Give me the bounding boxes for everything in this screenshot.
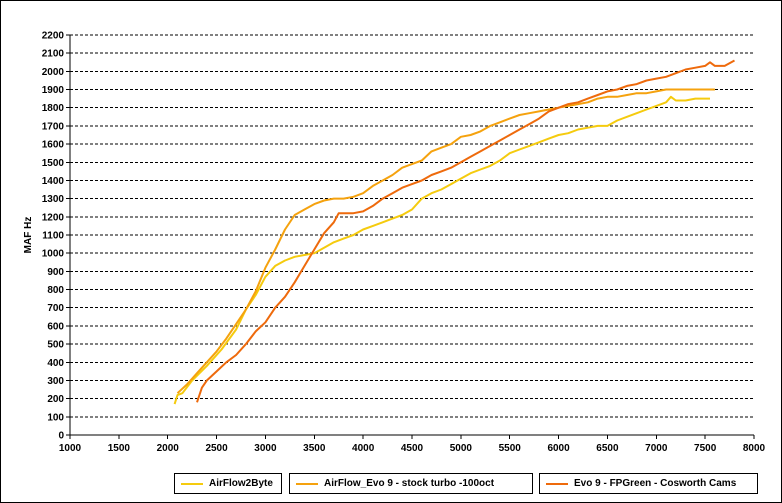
- y-tick-label: 600: [47, 321, 64, 332]
- x-tick-label: 4500: [401, 443, 424, 454]
- y-tick-label: 1500: [42, 158, 65, 169]
- x-tick-label: 4000: [352, 443, 375, 454]
- x-tick-labels: 1000 1500 2000 2500 3000 3500 4000 4500 5000 5500…: [59, 443, 766, 454]
- y-tick-label: 700: [47, 303, 64, 314]
- x-tick-label: 1000: [59, 443, 82, 454]
- x-tick-label: 7000: [645, 443, 668, 454]
- y-tick-label: 2200: [42, 31, 65, 42]
- y-tick-label: 300: [47, 376, 64, 387]
- series-line-2: [176, 88, 715, 394]
- y-tick-label: 1100: [42, 231, 64, 242]
- x-tick-label: 3000: [254, 443, 277, 454]
- y-tick-label: 1800: [42, 103, 65, 114]
- legend-swatch: [181, 482, 203, 485]
- y-tick-label: 900: [47, 267, 64, 278]
- y-tick-label: 1600: [42, 140, 65, 151]
- y-tick-label: 100: [47, 412, 64, 423]
- y-tick-label: 1700: [42, 121, 65, 132]
- axes: [66, 34, 755, 439]
- y-tick-label: 1200: [42, 212, 65, 223]
- gridlines: [70, 34, 754, 418]
- legend-item-2: AirFlow_Evo 9 - stock turbo -100oct: [289, 473, 533, 494]
- legend-item-1: AirFlow2Byte: [174, 473, 282, 494]
- x-tick-label: 6000: [547, 443, 570, 454]
- y-tick-label: 2100: [42, 49, 65, 60]
- y-tick-label: 400: [47, 358, 64, 369]
- x-tick-label: 2000: [157, 443, 180, 454]
- y-tick-label: 1000: [42, 249, 65, 260]
- x-tick-label: 3500: [303, 443, 326, 454]
- x-tick-label: 2500: [205, 443, 228, 454]
- series-lines: [173, 59, 735, 405]
- x-tick-label: 5000: [450, 443, 473, 454]
- legend-swatch: [546, 482, 568, 485]
- series-line-3: [196, 59, 735, 403]
- y-tick-label: 800: [47, 285, 64, 296]
- x-tick-label: 7500: [694, 443, 717, 454]
- y-tick-label: 1900: [42, 85, 65, 96]
- y-axis-title: MAF Hz: [23, 217, 34, 254]
- x-tick-label: 1500: [108, 443, 131, 454]
- y-tick-label: 500: [47, 340, 64, 351]
- x-tick-label: 6500: [596, 443, 619, 454]
- x-tick-label: 8000: [743, 443, 766, 454]
- series-line-1: [173, 95, 710, 405]
- y-tick-label: 200: [47, 394, 64, 405]
- y-tick-labels: 0 100 200 300 400 500 600 700 800 900 1000 1100 1200…: [42, 31, 65, 442]
- y-tick-label: 1400: [42, 176, 65, 187]
- legend-swatch: [296, 482, 318, 485]
- legend-item-3: Evo 9 - FPGreen - Cosworth Cams: [539, 473, 758, 494]
- x-tick-label: 5500: [499, 443, 522, 454]
- legend-label: Evo 9 - FPGreen - Cosworth Cams: [574, 478, 737, 489]
- legend-label: AirFlow_Evo 9 - stock turbo -100oct: [324, 478, 495, 489]
- y-tick-label: 0: [58, 431, 64, 442]
- y-tick-label: 2000: [42, 67, 65, 78]
- y-tick-label: 1300: [42, 194, 65, 205]
- legend-label: AirFlow2Byte: [209, 478, 273, 489]
